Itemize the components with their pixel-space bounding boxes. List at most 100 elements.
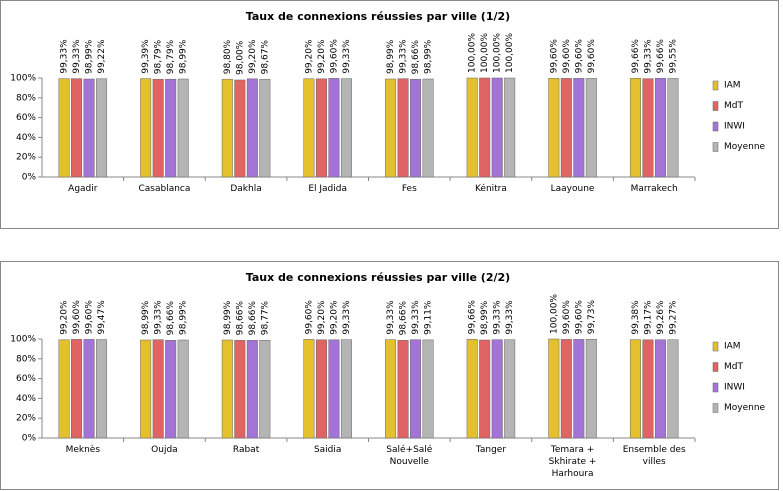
bar xyxy=(410,79,422,178)
bar xyxy=(234,79,246,178)
chart: Taux de connexions réussies par ville (2… xyxy=(0,261,779,490)
value-label: 99,60% xyxy=(85,300,95,335)
value-label: 99,20% xyxy=(60,300,70,335)
x-label-box: Dakhla xyxy=(230,184,262,194)
value-label: 98,66% xyxy=(166,301,176,336)
value-label: 99,33% xyxy=(411,300,421,335)
bar xyxy=(140,339,152,439)
legend-label: INWI xyxy=(724,122,745,132)
value-label: 99,33% xyxy=(493,300,503,335)
y-tick-label: 0% xyxy=(22,173,37,183)
bar xyxy=(654,78,666,178)
bar xyxy=(315,78,327,178)
legend-label: INWI xyxy=(724,383,745,393)
bar xyxy=(642,78,654,178)
value-label: 99,33% xyxy=(399,39,409,74)
value-label: 99,20% xyxy=(248,39,258,74)
bar xyxy=(303,78,315,178)
y-tick-label: 60% xyxy=(16,374,36,384)
value-label: 98,99% xyxy=(179,300,189,335)
x-label-box: Saidia xyxy=(313,445,342,455)
value-label: 98,66% xyxy=(248,301,258,336)
bar xyxy=(585,78,597,178)
chart-title: Taux de connexions réussies par ville (1… xyxy=(246,10,510,23)
value-label: 99,38% xyxy=(631,300,641,335)
bar xyxy=(177,339,189,439)
bar xyxy=(667,78,679,178)
legend-swatch xyxy=(712,101,719,111)
legend-swatch xyxy=(712,80,719,91)
bar xyxy=(328,339,340,439)
bar xyxy=(246,340,258,439)
x-label-box: El Jadida xyxy=(308,184,347,194)
value-label: 99,33% xyxy=(60,39,70,74)
bar xyxy=(385,78,397,178)
value-label: 99,60% xyxy=(587,39,597,74)
bar xyxy=(654,339,666,439)
legend-swatch xyxy=(712,341,719,352)
value-label: 98,79% xyxy=(166,39,176,74)
x-label-box: Casablanca xyxy=(138,184,190,194)
x-label-box: Marrakech xyxy=(630,184,678,194)
legend-label: MdT xyxy=(724,101,743,111)
x-tick-label: Fes xyxy=(401,184,417,194)
bar xyxy=(303,339,315,439)
bar xyxy=(340,339,352,439)
value-label: 98,99% xyxy=(386,39,396,74)
bar xyxy=(340,78,352,178)
value-label: 98,66% xyxy=(399,301,409,336)
value-label: 99,60% xyxy=(304,300,314,335)
bar xyxy=(96,339,108,439)
bar xyxy=(422,339,434,439)
x-tick-label: Laayoune xyxy=(550,184,595,194)
bar xyxy=(629,78,641,178)
bar xyxy=(152,339,164,439)
value-label: 99,60% xyxy=(329,39,339,74)
bar xyxy=(165,340,177,439)
value-label: 99,60% xyxy=(549,39,559,74)
bar xyxy=(397,78,409,178)
x-tick-label: Dakhla xyxy=(230,184,262,194)
value-label: 100,00% xyxy=(505,33,515,73)
y-tick-label: 20% xyxy=(16,414,36,424)
value-label: 99,26% xyxy=(656,300,666,335)
bar xyxy=(83,78,95,178)
x-tick-label: Rabat xyxy=(232,445,260,455)
x-label-box: Kénitra xyxy=(475,184,507,194)
value-label: 99,20% xyxy=(304,39,314,74)
bar xyxy=(642,339,654,439)
bar xyxy=(466,339,478,439)
x-tick-label: Saidia xyxy=(313,445,342,455)
value-label: 99,39% xyxy=(141,39,151,74)
bar xyxy=(234,340,246,439)
x-label-box: Laayoune xyxy=(550,184,595,194)
value-label: 98,99% xyxy=(85,39,95,74)
value-label: 99,33% xyxy=(72,39,82,74)
legend-label: Moyenne xyxy=(724,142,766,152)
value-label: 98,66% xyxy=(411,40,421,75)
x-tick-label: Marrakech xyxy=(630,184,678,194)
value-label: 99,60% xyxy=(72,300,82,335)
value-label: 98,00% xyxy=(235,40,245,75)
x-tick-label: Ensemble des villes xyxy=(622,445,686,467)
value-label: 98,99% xyxy=(223,300,233,335)
legend-swatch xyxy=(712,403,719,413)
bar xyxy=(152,78,164,178)
value-label: 98,99% xyxy=(480,300,490,335)
x-tick-label: Oujda xyxy=(151,445,178,455)
bar xyxy=(491,77,503,178)
value-label: 99,33% xyxy=(342,39,352,74)
value-label: 99,66% xyxy=(656,39,666,74)
value-label: 98,99% xyxy=(179,39,189,74)
bar xyxy=(667,339,679,439)
value-label: 99,73% xyxy=(587,300,597,335)
bar xyxy=(328,78,340,178)
value-label: 100,00% xyxy=(468,33,478,73)
value-label: 100,00% xyxy=(493,33,503,73)
value-label: 99,27% xyxy=(668,300,678,335)
bar xyxy=(83,339,95,439)
value-label: 99,33% xyxy=(386,300,396,335)
value-label: 98,77% xyxy=(260,300,270,335)
x-label-box: Meknès xyxy=(66,445,100,455)
